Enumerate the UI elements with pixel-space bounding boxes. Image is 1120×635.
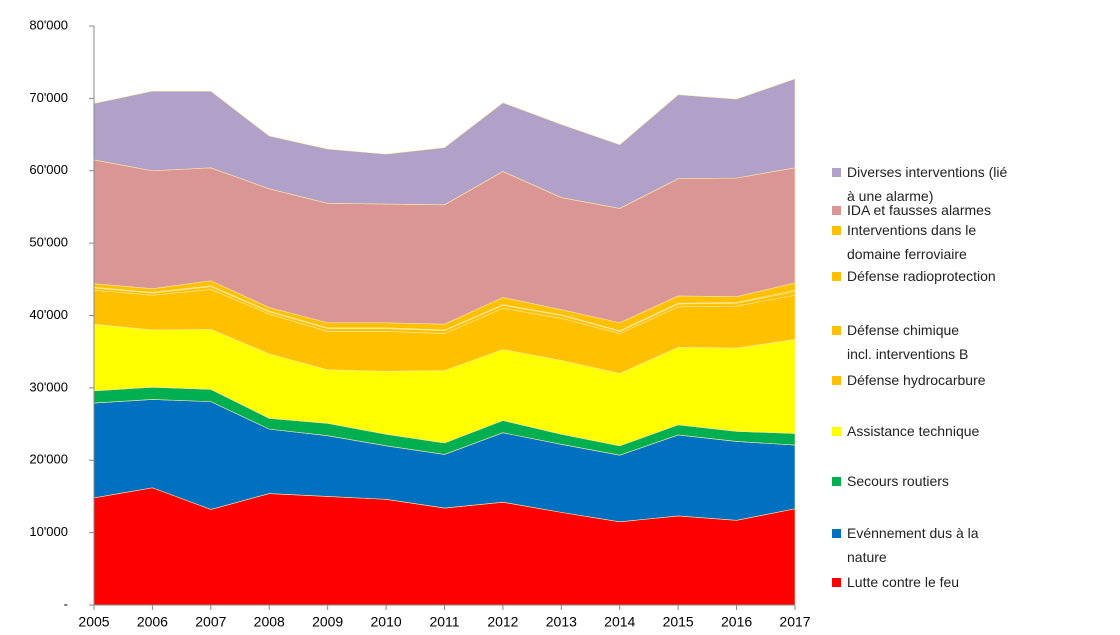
- y-tick-label: 40'000: [29, 307, 68, 322]
- legend-swatch: [832, 376, 841, 385]
- legend-label: Evénnement dus à la nature: [847, 525, 979, 565]
- y-tick-label: 60'000: [29, 162, 68, 177]
- x-tick-label: 2015: [663, 614, 694, 630]
- x-tick-label: 2014: [604, 614, 635, 630]
- y-tick-label: -: [64, 596, 68, 611]
- y-tick-label: 10'000: [29, 524, 68, 539]
- x-tick-label: 2007: [195, 614, 226, 630]
- x-tick-label: 2005: [78, 614, 109, 630]
- y-tick-label: 50'000: [29, 235, 68, 250]
- legend-swatch: [832, 226, 841, 235]
- x-tick-label: 2017: [779, 614, 810, 630]
- x-tick-label: 2010: [371, 614, 402, 630]
- y-tick-label: 20'000: [29, 452, 68, 467]
- legend-label: Interventions dans le domaine ferroviair…: [847, 222, 977, 262]
- legend-swatch: [832, 477, 841, 486]
- legend-swatch: [832, 168, 841, 177]
- y-tick-label: 70'000: [29, 90, 68, 105]
- legend-label: IDA et fausses alarmes: [847, 202, 991, 218]
- legend-swatch: [832, 206, 841, 215]
- legend-swatch: [832, 326, 841, 335]
- legend-label: Lutte contre le feu: [847, 574, 960, 590]
- legend-swatch: [832, 427, 841, 436]
- legend-swatch: [832, 529, 841, 538]
- legend-label: Diverses interventions (lié à une alarme…: [847, 164, 1008, 204]
- legend-swatch: [832, 578, 841, 587]
- legend-label: Défense radioprotection: [847, 268, 996, 284]
- legend-swatch: [832, 272, 841, 281]
- area: [93, 78, 796, 209]
- legend-label: Défense hydrocarbure: [847, 372, 986, 388]
- x-tick-label: 2013: [546, 614, 577, 630]
- x-tick-label: 2009: [312, 614, 343, 630]
- x-tick-label: 2012: [487, 614, 518, 630]
- legend-label: Secours routiers: [847, 473, 949, 489]
- x-tick-label: 2008: [254, 614, 285, 630]
- x-tick-label: 2006: [137, 614, 168, 630]
- legend-label: Assistance technique: [847, 423, 980, 439]
- y-tick-label: 80'000: [29, 17, 68, 32]
- x-tick-label: 2016: [721, 614, 752, 630]
- x-tick-label: 2011: [429, 614, 459, 630]
- y-tick-label: 30'000: [29, 379, 68, 394]
- legend-label: Défense chimique incl. interventions B: [847, 322, 969, 362]
